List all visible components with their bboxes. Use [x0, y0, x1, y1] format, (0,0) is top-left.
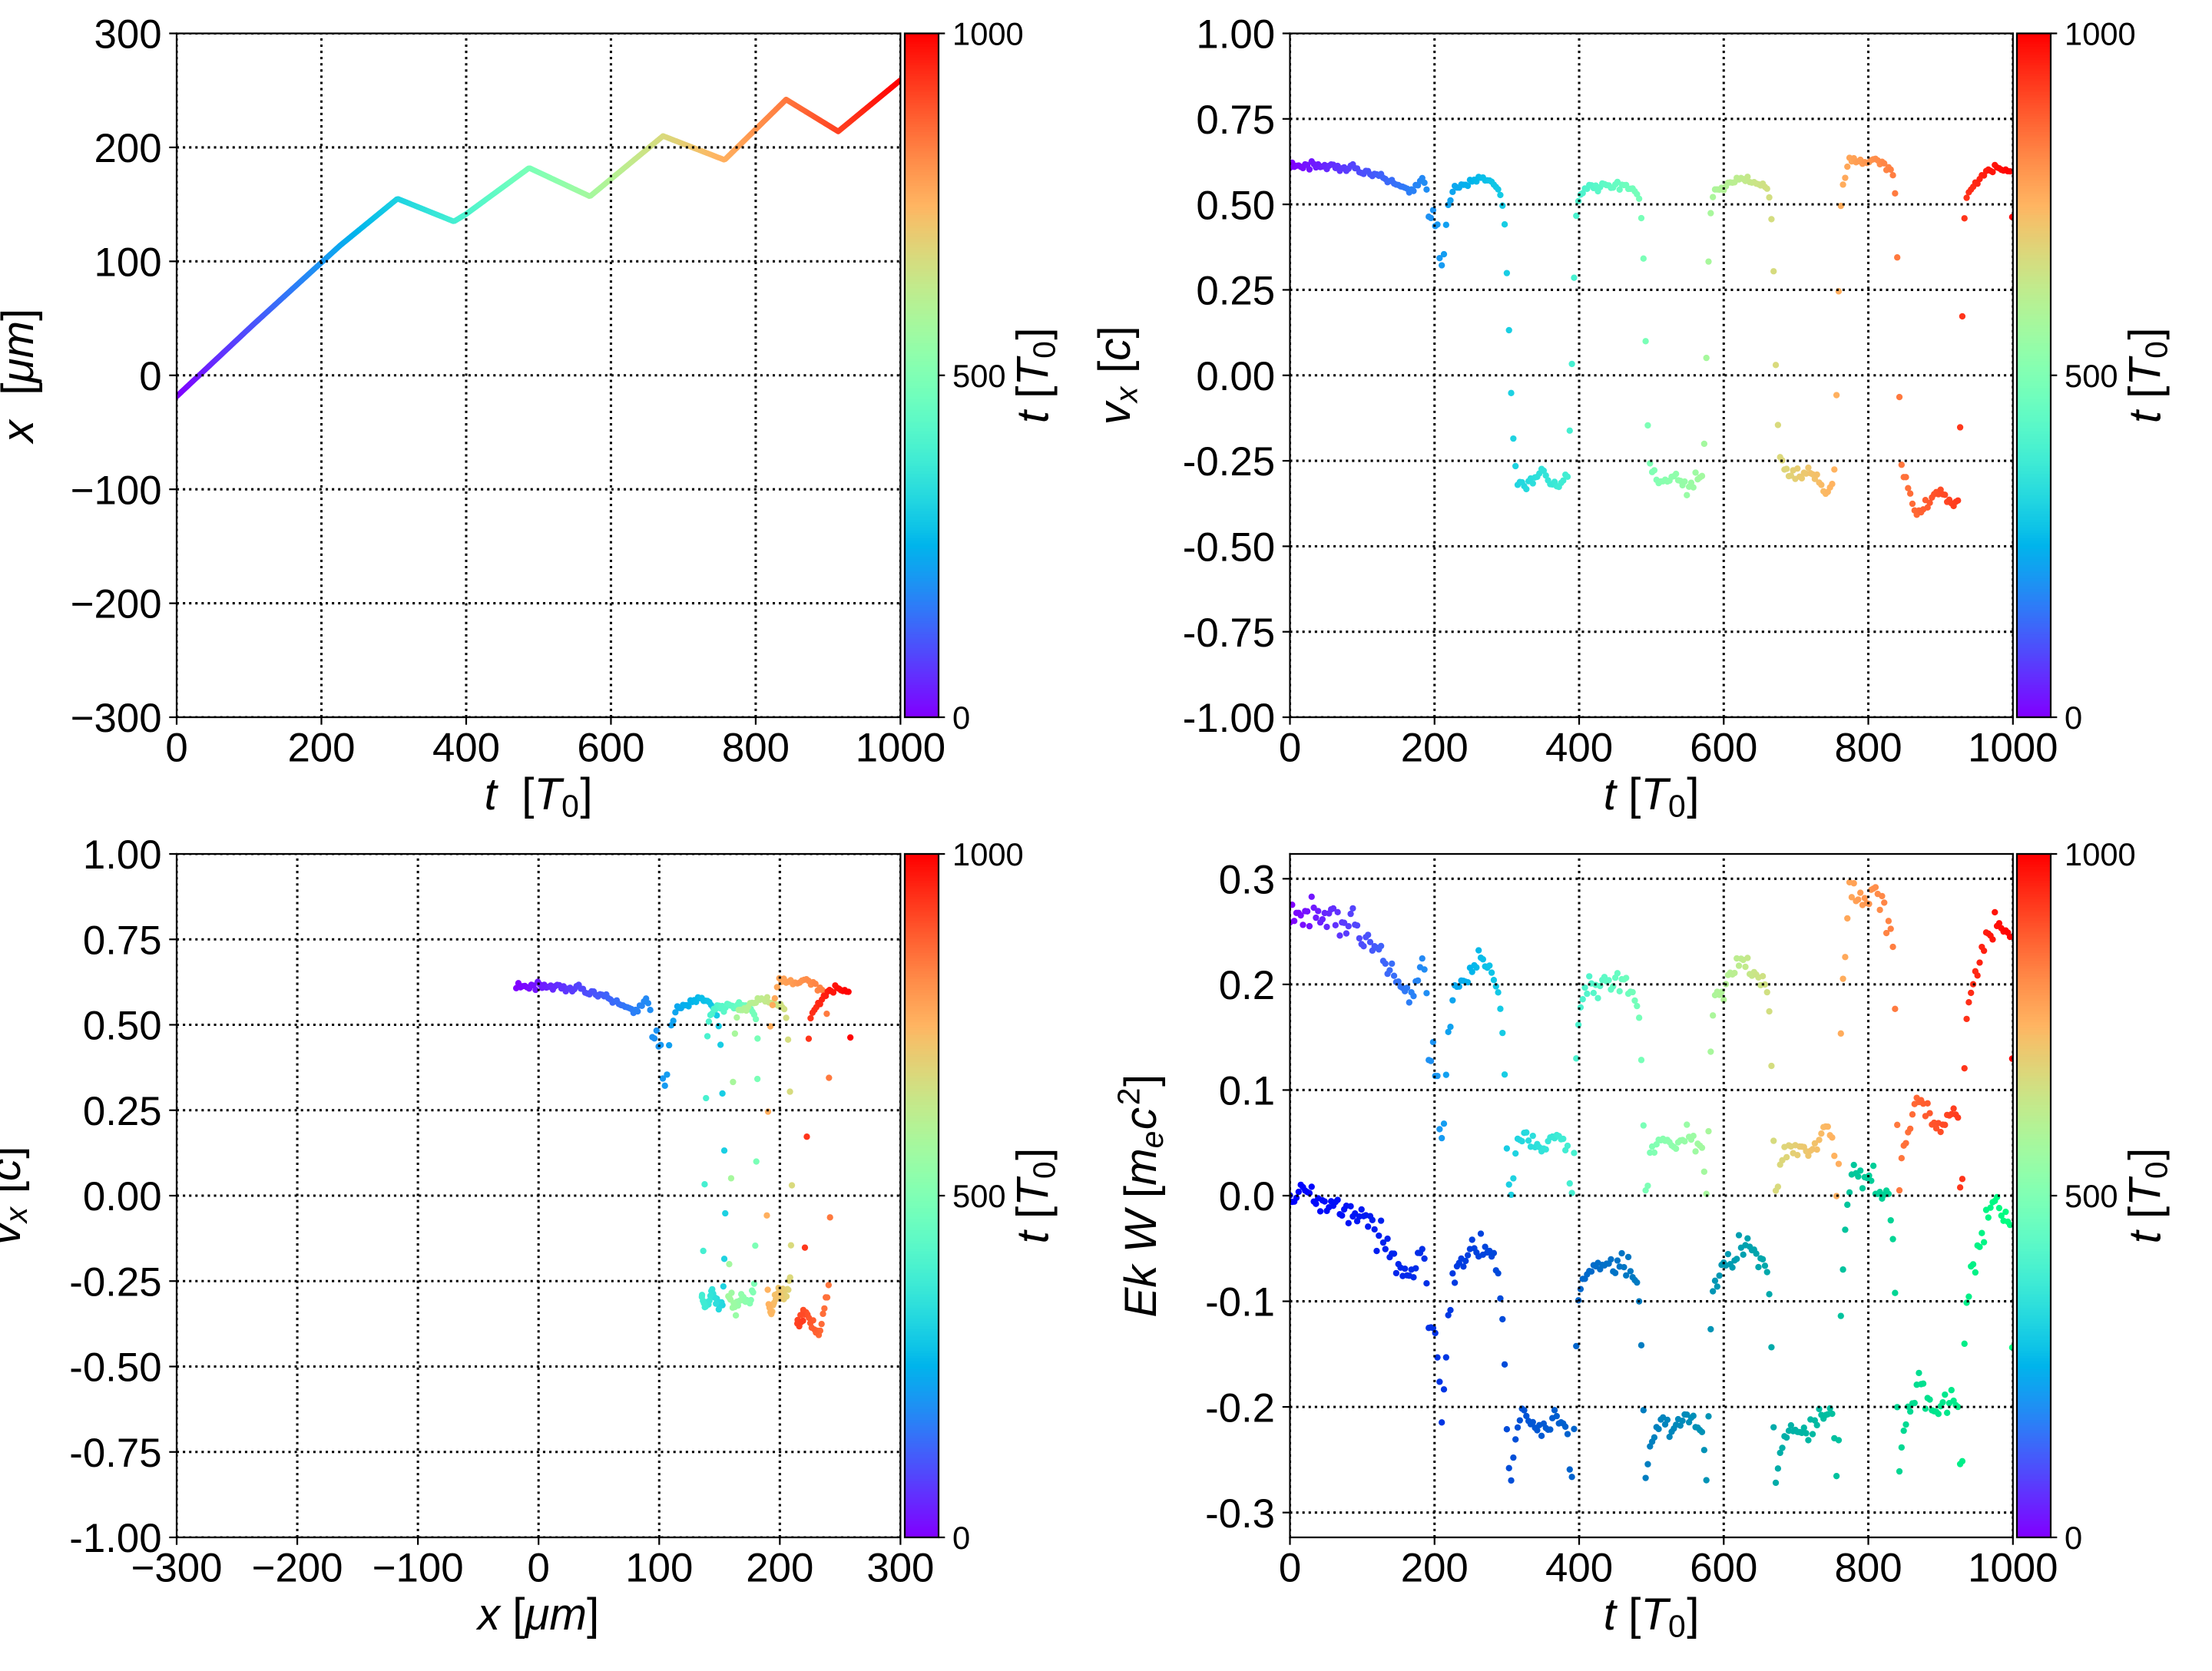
svg-text:t T [: t T [ ] 0 [1008, 318, 1061, 423]
svg-text:0: 0 [165, 726, 187, 771]
svg-text:1000: 1000 [1968, 1546, 2058, 1591]
svg-text:200: 200 [746, 1546, 813, 1591]
svg-text:100: 100 [625, 1546, 693, 1591]
svg-text:0.0: 0.0 [1219, 1174, 1275, 1219]
svg-text:0.25: 0.25 [83, 1089, 162, 1134]
svg-text:-1.00: -1.00 [1183, 696, 1275, 741]
svg-text:v c x: v c x [ ] [1090, 326, 1144, 425]
svg-text:0.50: 0.50 [1196, 183, 1275, 228]
svg-text:0.2: 0.2 [1219, 963, 1275, 1008]
svg-text:−100: −100 [71, 468, 162, 513]
svg-text:600: 600 [577, 726, 644, 771]
svg-text:0.00: 0.00 [83, 1174, 162, 1219]
svg-text:0: 0 [2065, 700, 2082, 736]
svg-text:200: 200 [1401, 1546, 1469, 1591]
svg-text:t T [: t T [ ] 0 [1008, 1138, 1061, 1243]
svg-text:1000: 1000 [2065, 16, 2136, 52]
svg-text:0: 0 [139, 354, 161, 399]
svg-text:-0.75: -0.75 [69, 1431, 161, 1476]
svg-text:-0.25: -0.25 [1183, 439, 1275, 485]
svg-text:-0.2: -0.2 [1205, 1385, 1275, 1431]
svg-text:-0.3: -0.3 [1205, 1491, 1275, 1537]
svg-text:800: 800 [1835, 1546, 1902, 1591]
svg-text:0.75: 0.75 [83, 918, 162, 963]
svg-text:300: 300 [866, 1546, 934, 1591]
svg-text:t T [: t T [ ] 0 [1604, 1590, 1709, 1643]
svg-text:500: 500 [2065, 1178, 2118, 1214]
svg-text:t T [: t T [ ] 0 [2120, 1138, 2174, 1243]
svg-text:600: 600 [1690, 1546, 1757, 1591]
svg-text:0: 0 [2065, 1520, 2082, 1556]
svg-text:-1.00: -1.00 [69, 1516, 161, 1561]
svg-text:1000: 1000 [952, 16, 1024, 52]
svg-text:0: 0 [1279, 1546, 1301, 1591]
svg-text:800: 800 [1835, 726, 1902, 771]
svg-text:200: 200 [287, 726, 355, 771]
svg-text:-0.50: -0.50 [1183, 525, 1275, 571]
svg-text:0.50: 0.50 [83, 1004, 162, 1049]
svg-text:-0.25: -0.25 [69, 1259, 161, 1305]
svg-text:800: 800 [722, 726, 790, 771]
svg-text:0: 0 [1279, 726, 1301, 771]
svg-text:500: 500 [952, 358, 1006, 394]
svg-text:x μ m: x μ m [ ] [475, 1590, 599, 1640]
svg-text:−300: −300 [71, 696, 162, 741]
svg-text:400: 400 [1545, 726, 1613, 771]
svg-text:200: 200 [1401, 726, 1469, 771]
svg-text:0.3: 0.3 [1219, 857, 1275, 902]
svg-text:t T: t T [ ] 0 [485, 769, 602, 823]
svg-text:0.1: 0.1 [1219, 1069, 1275, 1114]
svg-text:−200: −200 [252, 1546, 343, 1591]
svg-text:1.00: 1.00 [1196, 12, 1275, 58]
svg-text:E k W m: E k W m c [ ] e 2 [1111, 1064, 1171, 1317]
svg-text:400: 400 [432, 726, 500, 771]
svg-text:-0.50: -0.50 [69, 1345, 161, 1391]
svg-text:100: 100 [94, 240, 162, 285]
svg-text:v c x: v c x [ ] [0, 1147, 35, 1246]
svg-text:0: 0 [952, 700, 970, 736]
svg-text:t T [: t T [ ] 0 [2120, 318, 2174, 423]
svg-text:300: 300 [94, 12, 162, 58]
svg-text:−100: −100 [373, 1546, 464, 1591]
svg-text:1000: 1000 [2065, 836, 2136, 872]
svg-text:-0.1: -0.1 [1205, 1280, 1275, 1325]
svg-text:1000: 1000 [952, 836, 1024, 872]
svg-text:400: 400 [1545, 1546, 1613, 1591]
svg-text:−200: −200 [71, 582, 162, 627]
svg-text:0: 0 [528, 1546, 550, 1591]
svg-text:600: 600 [1690, 726, 1757, 771]
svg-text:−300: −300 [131, 1546, 223, 1591]
svg-text:0.25: 0.25 [1196, 269, 1275, 314]
svg-text:x μ m: x μ m [ ] [0, 309, 43, 445]
svg-text:1.00: 1.00 [83, 832, 162, 878]
svg-text:1000: 1000 [856, 726, 945, 771]
svg-text:500: 500 [952, 1178, 1006, 1214]
svg-text:-0.75: -0.75 [1183, 610, 1275, 656]
svg-text:0.00: 0.00 [1196, 354, 1275, 399]
svg-text:t T [: t T [ ] 0 [1604, 769, 1709, 823]
svg-text:500: 500 [2065, 358, 2118, 394]
svg-text:200: 200 [94, 126, 162, 171]
svg-text:1000: 1000 [1968, 726, 2058, 771]
svg-text:0: 0 [952, 1520, 970, 1556]
svg-text:0.75: 0.75 [1196, 98, 1275, 143]
